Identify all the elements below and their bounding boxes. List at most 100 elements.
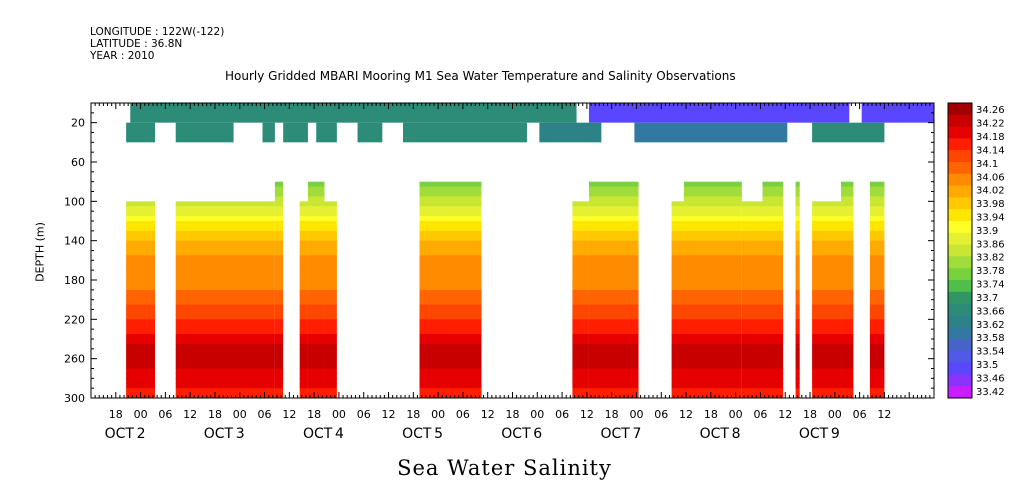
heatmap-cell-deep [741,216,763,222]
heatmap-cell-deep [841,265,854,271]
heatmap-cell-deep [683,383,742,389]
y-tick-label: 100 [64,195,85,208]
x-month-label: OCT [303,426,333,442]
heatmap-cell-mid [402,122,527,143]
heatmap-cell-deep [299,339,308,345]
heatmap-cell-deep [841,230,854,237]
heatmap-cell-deep [175,299,275,306]
heatmap-cell-deep [572,314,589,320]
heatmap-cell-deep [869,201,885,207]
heatmap-cell-deep [869,393,885,398]
heatmap-cell-deep [683,334,742,340]
heatmap-cell-deep [841,383,854,389]
heatmap-cell-deep [795,280,800,286]
heatmap-plot-area [81,103,934,398]
heatmap-cell-deep [175,206,275,212]
colorbar-swatch [948,339,972,352]
heatmap-cell-deep [588,373,639,379]
heatmap-cell-deep [741,334,763,340]
heatmap-cell-deep [683,275,742,281]
heatmap-cell-deep [812,339,842,345]
heatmap-cell-deep [307,289,325,296]
heatmap-cell-deep [572,216,589,222]
heatmap-cell-top [130,103,577,123]
heatmap-cell-deep [588,260,639,266]
colorbar-label: 34.22 [976,119,1005,130]
heatmap-cell-deep [762,289,784,296]
heatmap-cell-deep [812,368,842,375]
heatmap-cell-deep [324,289,337,296]
heatmap-cell-deep [741,339,763,345]
heatmap-cell-deep [419,216,482,222]
heatmap-cell-deep [324,250,337,257]
heatmap-cell-deep [126,378,156,384]
heatmap-cell-deep [683,299,742,306]
heatmap-cell-deep [841,329,854,335]
heatmap-cell-deep [572,265,589,271]
heatmap-cell-deep [869,363,885,370]
heatmap-cell-deep [307,191,325,198]
heatmap-cell-deep [741,324,763,330]
heatmap-cell-deep [812,383,842,389]
heatmap-cell-deep [795,339,800,345]
heatmap-cell-deep [419,299,482,306]
heatmap-cell-deep [419,211,482,217]
heatmap-cell-deep [274,221,284,227]
heatmap-cell-deep [175,201,275,207]
heatmap-cell-deep [762,339,784,345]
x-month-label: OCT [501,426,531,442]
heatmap-cell-deep [671,235,684,242]
heatmap-cell-deep [274,363,284,370]
heatmap-cell-deep [795,348,800,355]
heatmap-cell-deep [126,275,156,281]
heatmap-cell-deep [324,265,337,271]
heatmap-cell-deep [126,309,156,316]
colorbar: 34.26 34.22 34.18 34.14 34.1 34.06 34.02 33.98 3… [947,102,1005,399]
heatmap-cell-deep [812,206,842,212]
y-tick-label: 60 [71,156,85,169]
heatmap-cell-deep [307,343,325,350]
heatmap-cell-deep [175,334,275,340]
heatmap-cell-deep [419,334,482,340]
colorbar-label: 33.9 [976,226,998,237]
x-tick-label: 12 [282,408,296,421]
heatmap-cell-deep [671,255,684,261]
heatmap-cell-deep [812,353,842,360]
colorbar-label: 34.06 [976,172,1005,183]
heatmap-cell-deep [81,305,89,311]
heatmap-cell-deep [841,388,854,394]
heatmap-cell-deep [588,275,639,281]
heatmap-cell-deep [762,245,784,252]
heatmap-cell-deep [683,245,742,252]
heatmap-cell-deep [572,211,589,217]
heatmap-cell-deep [741,309,763,316]
heatmap-cell-deep [307,270,325,276]
heatmap-cell-deep [683,206,742,212]
heatmap-cell-deep [126,270,156,276]
heatmap-cell-deep [324,260,337,266]
heatmap-cell-deep [795,245,800,252]
heatmap-cell-deep [175,275,275,281]
colorbar-swatch [948,244,972,257]
heatmap-cell-deep [274,216,284,222]
heatmap-cell-deep [175,339,275,345]
heatmap-cell-deep [126,358,156,365]
heatmap-cell-deep [307,383,325,389]
heatmap-cell-deep [175,348,275,355]
heatmap-cell-deep [299,240,308,247]
colorbar-label: 34.18 [976,132,1005,143]
heatmap-cell-deep [741,260,763,266]
heatmap-cell-deep [572,250,589,257]
heatmap-cell-deep [419,284,482,291]
heatmap-cell-deep [307,250,325,257]
heatmap-cell-deep [175,245,275,252]
heatmap-cell-deep [683,250,742,257]
heatmap-cell-deep [299,368,308,375]
heatmap-cell-deep [307,221,325,227]
colorbar-label: 33.86 [976,239,1005,250]
heatmap-cell-deep [299,265,308,271]
heatmap-cell-deep [683,240,742,247]
heatmap-cell-deep [671,250,684,257]
heatmap-cell-deep [795,294,800,301]
heatmap-cell-deep [175,343,275,350]
